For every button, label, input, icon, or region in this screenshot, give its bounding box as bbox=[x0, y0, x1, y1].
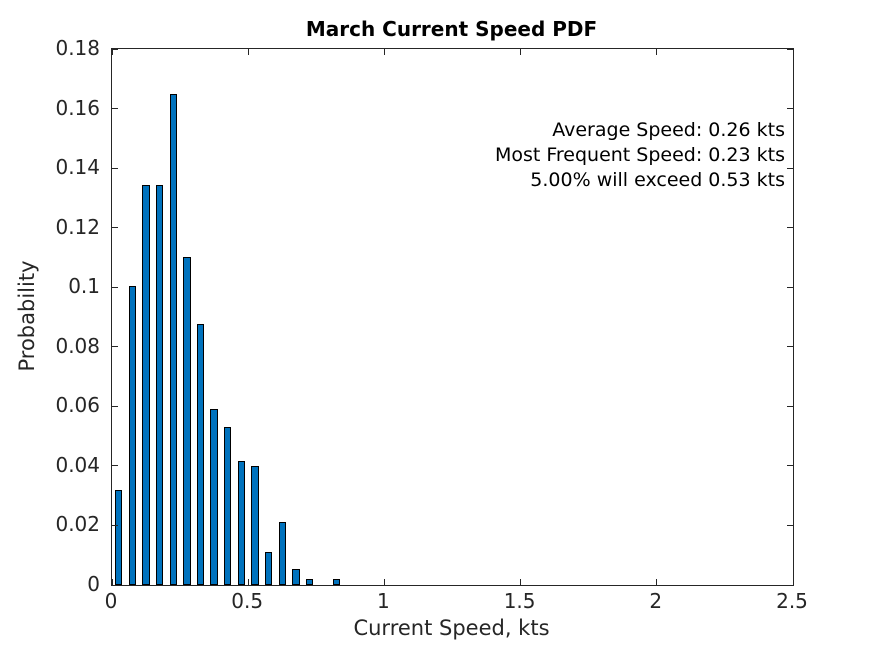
x-tick-mark bbox=[656, 579, 658, 585]
x-tick-label: 1 bbox=[377, 589, 390, 613]
x-tick-mark bbox=[111, 579, 113, 585]
y-tick-mark bbox=[787, 48, 793, 50]
y-tick-mark bbox=[112, 584, 118, 586]
x-tick-mark bbox=[247, 49, 249, 55]
y-tick-mark bbox=[787, 465, 793, 467]
x-tick-label: 1.5 bbox=[503, 589, 536, 613]
bar bbox=[264, 552, 273, 585]
y-tick-label: 0 bbox=[87, 572, 100, 596]
y-axis-label: Probability bbox=[15, 260, 39, 372]
y-tick-label: 0.1 bbox=[68, 274, 100, 299]
y-tick-mark bbox=[112, 167, 118, 169]
x-tick-mark bbox=[111, 49, 113, 55]
x-tick-mark bbox=[247, 579, 249, 585]
x-tick-mark bbox=[383, 49, 385, 55]
y-tick-mark bbox=[112, 227, 118, 229]
annotation-line-average-speed: Average Speed: 0.26 kts bbox=[552, 119, 785, 141]
annotation-line-exceedance: 5.00% will exceed 0.53 kts bbox=[530, 169, 785, 191]
x-tick-mark bbox=[792, 49, 794, 55]
y-tick-label: 0.06 bbox=[55, 393, 100, 418]
x-tick-label: 0.5 bbox=[231, 589, 264, 613]
bar bbox=[169, 93, 177, 585]
y-tick-label: 0.08 bbox=[55, 333, 100, 358]
plot-area bbox=[111, 48, 794, 586]
y-tick-mark bbox=[787, 227, 793, 229]
y-tick-mark bbox=[787, 286, 793, 288]
bar bbox=[142, 184, 150, 585]
bar bbox=[210, 409, 218, 585]
y-tick-mark bbox=[787, 405, 793, 407]
x-tick-label: 2 bbox=[649, 589, 663, 613]
x-tick-mark bbox=[383, 579, 385, 585]
x-tick-mark bbox=[520, 49, 522, 55]
bar bbox=[183, 257, 191, 585]
y-tick-mark bbox=[787, 167, 793, 169]
y-tick-label: 0.02 bbox=[55, 512, 100, 537]
y-tick-label: 0.18 bbox=[55, 36, 100, 60]
y-tick-mark bbox=[112, 465, 118, 467]
bar bbox=[251, 465, 259, 585]
bar bbox=[155, 184, 164, 585]
y-tick-mark bbox=[112, 524, 118, 526]
bar bbox=[292, 568, 300, 585]
bar bbox=[196, 324, 205, 585]
bar bbox=[305, 579, 314, 585]
y-tick-mark bbox=[787, 346, 793, 348]
annotation-text: Average Speed: 0.26 kts Most Frequent Sp… bbox=[495, 118, 785, 193]
y-tick-mark bbox=[112, 48, 118, 50]
bar bbox=[115, 489, 123, 585]
y-tick-mark bbox=[112, 405, 118, 407]
y-tick-mark bbox=[787, 524, 793, 526]
annotation-line-most-frequent-speed: Most Frequent Speed: 0.23 kts bbox=[494, 144, 785, 166]
x-tick-label: 0 bbox=[104, 589, 118, 613]
bar bbox=[237, 461, 246, 585]
bar bbox=[278, 522, 286, 585]
bar bbox=[333, 579, 341, 585]
x-axis-label: Current Speed, kts bbox=[353, 616, 550, 640]
x-tick-mark bbox=[792, 579, 794, 585]
y-tick-mark bbox=[787, 584, 793, 586]
y-tick-mark bbox=[787, 108, 793, 110]
y-tick-label: 0.04 bbox=[55, 452, 100, 477]
y-tick-mark bbox=[112, 286, 118, 288]
bar bbox=[224, 427, 232, 585]
bar bbox=[128, 285, 137, 585]
x-tick-mark bbox=[520, 579, 522, 585]
y-tick-label: 0.16 bbox=[55, 95, 100, 120]
y-tick-mark bbox=[112, 346, 118, 348]
x-tick-label: 2.5 bbox=[776, 589, 808, 613]
chart-title: March Current Speed PDF bbox=[305, 17, 598, 41]
y-tick-label: 0.14 bbox=[55, 155, 100, 180]
y-tick-label: 0.12 bbox=[55, 214, 100, 239]
x-tick-mark bbox=[656, 49, 658, 55]
y-tick-mark bbox=[112, 108, 118, 110]
